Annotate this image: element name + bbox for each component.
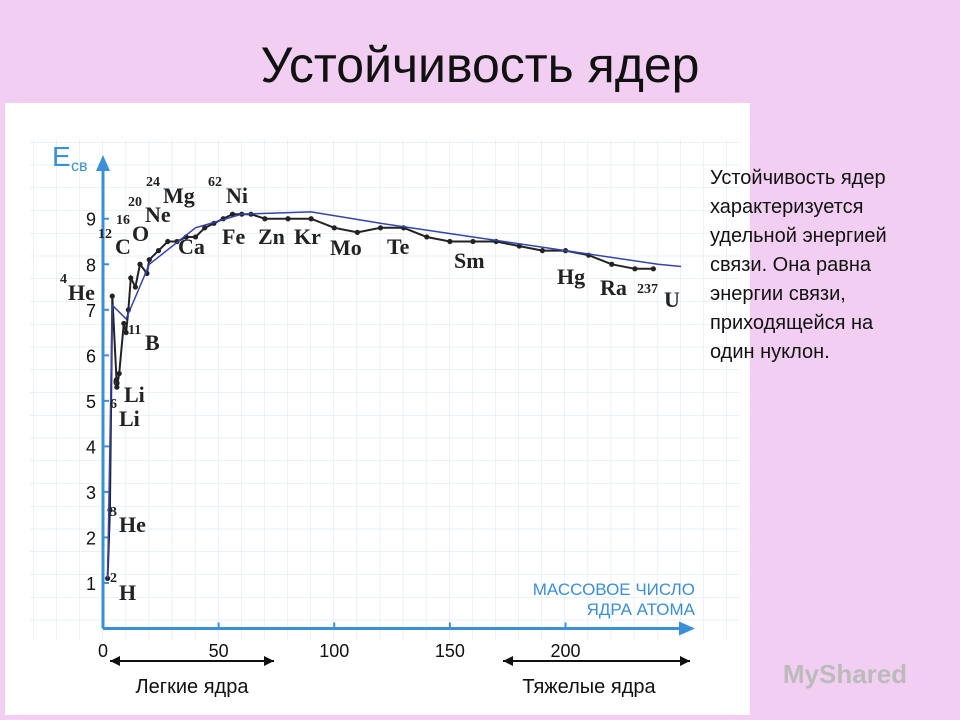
- element-symbol: He: [68, 280, 95, 305]
- mass-number: 237: [637, 282, 658, 297]
- data-point: [105, 575, 111, 582]
- x-tick-label: 100: [319, 641, 349, 661]
- y-axis-label: E: [52, 141, 71, 172]
- element-symbol: Fe: [222, 224, 245, 249]
- data-point: [285, 216, 291, 222]
- data-point: [123, 329, 129, 336]
- y-axis-arrow: [96, 155, 110, 171]
- light-label: Легкие ядра: [136, 676, 250, 698]
- mass-number: 24: [146, 175, 160, 190]
- element-symbol: Ni: [226, 183, 248, 208]
- element-symbol: H: [119, 580, 136, 605]
- data-point: [609, 261, 615, 267]
- data-point: [331, 225, 337, 231]
- data-point: [109, 293, 115, 299]
- data-point: [121, 320, 127, 327]
- data-point: [470, 238, 476, 245]
- watermark: MyShared: [783, 659, 907, 689]
- description-line: удельной энергией: [710, 225, 887, 247]
- y-tick-label: 5: [86, 392, 96, 412]
- y-tick-label: 4: [86, 437, 96, 457]
- data-point: [262, 216, 268, 222]
- data-point: [114, 384, 120, 390]
- data-point: [447, 238, 453, 245]
- data-point: [650, 266, 656, 272]
- mass-number: 3: [110, 505, 117, 520]
- element-symbol: Ca: [178, 234, 205, 259]
- element-symbol: U: [664, 287, 680, 312]
- description-line: один нуклон.: [710, 341, 830, 363]
- element-symbol: Mg: [163, 183, 195, 208]
- x-axis-label: МАССОВОЕ ЧИСЛО: [533, 580, 695, 599]
- y-tick-label: 3: [86, 483, 96, 503]
- data-point: [424, 234, 430, 240]
- mass-number: 6: [113, 375, 120, 390]
- y-tick-label: 7: [86, 301, 96, 321]
- data-point: [146, 257, 152, 263]
- data-point: [155, 248, 162, 254]
- x-tick-label: 50: [209, 641, 229, 661]
- element-symbol: Zn: [258, 224, 285, 249]
- element-symbol: Li: [124, 382, 145, 407]
- data-point: [632, 266, 638, 272]
- mass-number: 16: [116, 213, 130, 228]
- element-symbol: Li: [119, 406, 140, 431]
- mass-number: 4: [60, 272, 67, 287]
- x-tick-label: 200: [550, 641, 580, 661]
- element-symbol: Hg: [557, 264, 585, 289]
- data-point: [377, 225, 384, 231]
- heavy-label: Тяжелые ядра: [522, 676, 656, 698]
- data-point: [516, 243, 522, 249]
- y-tick-label: 9: [86, 210, 96, 230]
- element-symbol: B: [145, 330, 160, 355]
- data-point: [116, 370, 122, 377]
- slide-title: Устойчивость ядер: [261, 37, 700, 93]
- data-point: [192, 234, 199, 240]
- element-symbol: Te: [387, 234, 410, 259]
- element-symbol: Kr: [294, 224, 321, 249]
- mass-number: 11: [128, 323, 141, 338]
- data-point: [132, 284, 138, 290]
- description-line: характеризуется: [710, 196, 863, 218]
- data-point: [202, 225, 208, 231]
- mass-number: 62: [208, 175, 222, 190]
- element-symbol: Ne: [145, 202, 171, 227]
- data-point: [128, 275, 134, 281]
- x-axis-label: ЯДРА АТОМА: [587, 600, 696, 619]
- y-axis-label-sub: св: [71, 158, 88, 175]
- description-line: связи. Она равна: [710, 254, 872, 276]
- mass-number: 20: [128, 195, 142, 210]
- y-tick-label: 2: [86, 528, 96, 548]
- mass-number: 2: [110, 571, 117, 586]
- data-point: [229, 211, 236, 217]
- description-line: энергии связи,: [710, 283, 846, 305]
- data-point: [165, 238, 171, 245]
- x-tick-label: 0: [98, 641, 108, 661]
- element-symbol: Sm: [454, 248, 485, 273]
- data-point: [137, 261, 143, 267]
- element-symbol: He: [119, 512, 146, 537]
- data-point: [354, 229, 360, 235]
- element-symbol: O: [132, 221, 149, 246]
- data-point: [539, 248, 545, 254]
- x-tick-label: 150: [435, 641, 465, 661]
- description-line: приходящейся на: [710, 312, 874, 334]
- series-line: [106, 211, 682, 579]
- element-symbol: C: [115, 234, 131, 259]
- y-tick-label: 1: [86, 574, 96, 594]
- element-symbol: Mo: [330, 235, 362, 260]
- mass-number: 12: [98, 227, 112, 242]
- mass-number: 6: [110, 397, 117, 412]
- x-axis-arrow: [679, 621, 695, 636]
- data-point: [308, 216, 314, 222]
- description-line: Устойчивость ядер: [710, 167, 886, 189]
- y-tick-label: 6: [86, 346, 96, 366]
- y-tick-label: 8: [86, 255, 96, 275]
- element-symbol: Ra: [600, 275, 627, 300]
